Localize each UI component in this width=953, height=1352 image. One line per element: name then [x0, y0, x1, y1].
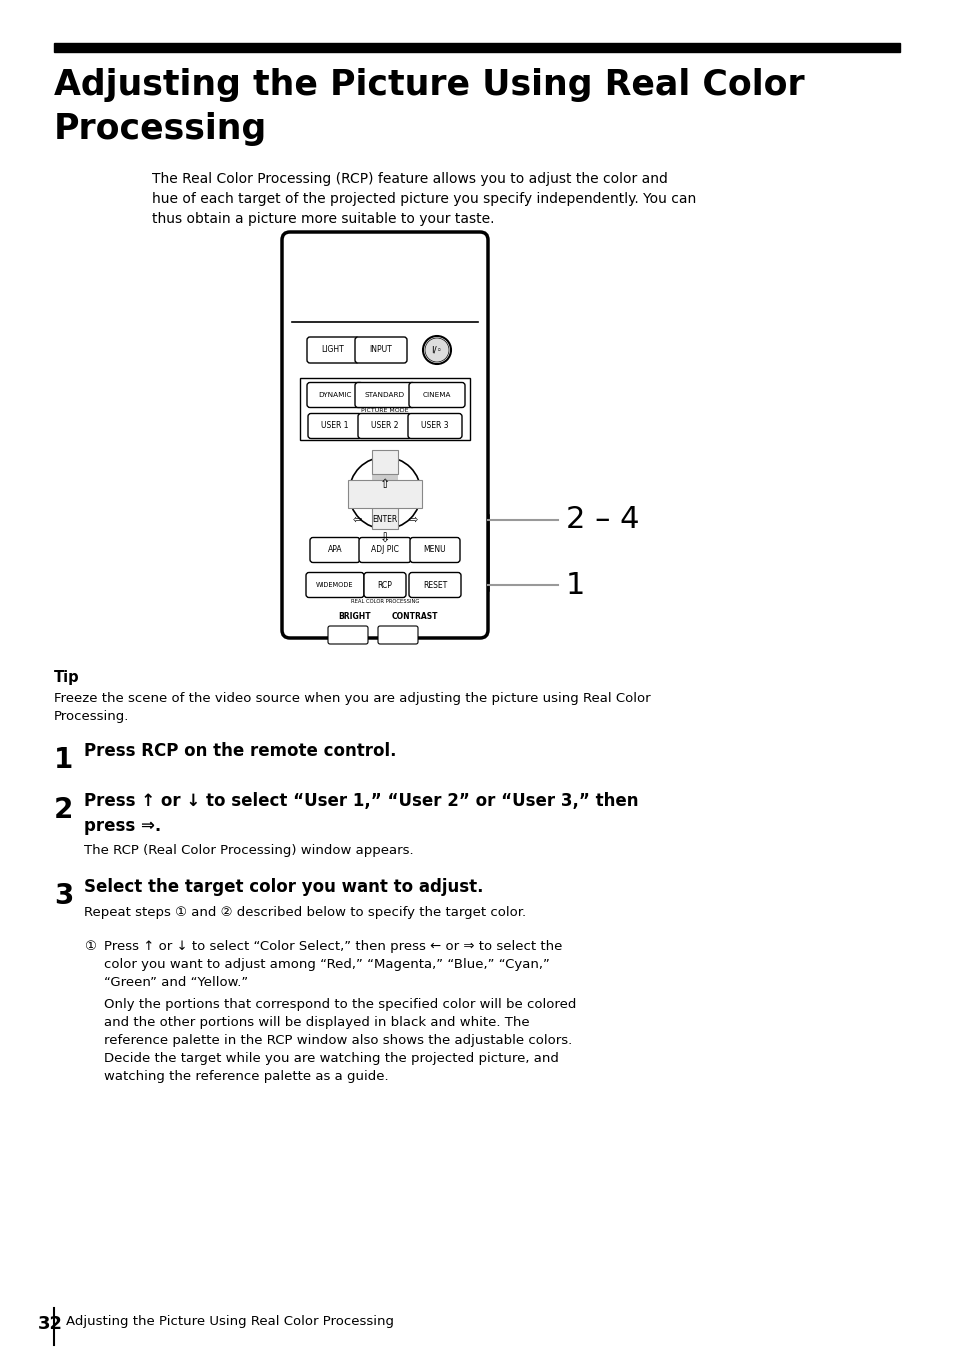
- FancyBboxPatch shape: [355, 383, 415, 407]
- Text: Press ↑ or ↓ to select “User 1,” “User 2” or “User 3,” then
press ⇒.: Press ↑ or ↓ to select “User 1,” “User 2…: [84, 792, 638, 836]
- FancyBboxPatch shape: [408, 414, 461, 438]
- FancyBboxPatch shape: [410, 538, 459, 562]
- Bar: [349, 480, 420, 506]
- Text: CONTRAST: CONTRAST: [392, 612, 437, 621]
- Text: Adjusting the Picture Using Real Color: Adjusting the Picture Using Real Color: [54, 68, 803, 101]
- Text: Only the portions that correspond to the specified color will be colored
and the: Only the portions that correspond to the…: [104, 998, 576, 1083]
- FancyBboxPatch shape: [307, 337, 358, 362]
- Text: USER 1: USER 1: [321, 422, 349, 430]
- Text: ⇧: ⇧: [379, 477, 390, 491]
- Bar: [54, 43, 899, 51]
- Text: INPUT: INPUT: [369, 346, 392, 354]
- Circle shape: [424, 338, 449, 362]
- FancyBboxPatch shape: [348, 480, 421, 508]
- FancyBboxPatch shape: [372, 506, 397, 529]
- Text: ⇨: ⇨: [408, 515, 417, 525]
- Text: MENU: MENU: [423, 545, 446, 554]
- FancyBboxPatch shape: [328, 626, 368, 644]
- FancyBboxPatch shape: [306, 572, 364, 598]
- Circle shape: [349, 457, 420, 529]
- Text: ADJ PIC: ADJ PIC: [371, 545, 398, 554]
- Text: Adjusting the Picture Using Real Color Processing: Adjusting the Picture Using Real Color P…: [66, 1315, 394, 1328]
- FancyBboxPatch shape: [282, 233, 488, 638]
- Text: I/◦: I/◦: [431, 346, 442, 354]
- Text: WIDEMODE: WIDEMODE: [315, 581, 354, 588]
- FancyBboxPatch shape: [409, 383, 464, 407]
- Text: BRIGHT: BRIGHT: [338, 612, 371, 621]
- Text: CINEMA: CINEMA: [422, 392, 451, 397]
- Text: Press RCP on the remote control.: Press RCP on the remote control.: [84, 742, 396, 760]
- Text: Tip: Tip: [54, 671, 79, 685]
- FancyBboxPatch shape: [307, 383, 363, 407]
- Text: Repeat steps ① and ② described below to specify the target color.: Repeat steps ① and ② described below to …: [84, 906, 525, 919]
- Text: ⇦: ⇦: [352, 515, 361, 525]
- FancyBboxPatch shape: [308, 414, 361, 438]
- Text: ①: ①: [84, 940, 95, 953]
- FancyBboxPatch shape: [364, 572, 406, 598]
- Text: STANDARD: STANDARD: [365, 392, 405, 397]
- Text: ENTER: ENTER: [372, 515, 397, 525]
- Text: RCP: RCP: [377, 580, 392, 589]
- FancyBboxPatch shape: [299, 379, 470, 439]
- FancyBboxPatch shape: [377, 626, 417, 644]
- Text: Processing: Processing: [54, 112, 267, 146]
- Text: ⇩: ⇩: [379, 533, 390, 545]
- Text: USER 2: USER 2: [371, 422, 398, 430]
- Text: 32: 32: [38, 1315, 63, 1333]
- Text: 2: 2: [54, 796, 73, 823]
- Text: 1: 1: [565, 571, 585, 599]
- Text: USER 3: USER 3: [420, 422, 448, 430]
- FancyBboxPatch shape: [372, 450, 397, 475]
- Bar: [372, 460, 397, 526]
- Text: Freeze the scene of the video source when you are adjusting the picture using Re: Freeze the scene of the video source whe…: [54, 692, 650, 723]
- Text: 2 – 4: 2 – 4: [565, 506, 639, 534]
- Text: DYNAMIC: DYNAMIC: [318, 392, 352, 397]
- Text: Select the target color you want to adjust.: Select the target color you want to adju…: [84, 877, 483, 896]
- Text: The RCP (Real Color Processing) window appears.: The RCP (Real Color Processing) window a…: [84, 844, 414, 857]
- FancyBboxPatch shape: [357, 414, 412, 438]
- Circle shape: [422, 337, 451, 364]
- FancyBboxPatch shape: [310, 538, 359, 562]
- FancyBboxPatch shape: [355, 337, 407, 362]
- Text: REAL COLOR PROCESSING: REAL COLOR PROCESSING: [351, 599, 418, 604]
- Text: PICTURE MODE: PICTURE MODE: [361, 408, 408, 412]
- Text: 1: 1: [54, 746, 73, 773]
- Text: 3: 3: [54, 882, 73, 910]
- Text: RESET: RESET: [422, 580, 447, 589]
- Text: The Real Color Processing (RCP) feature allows you to adjust the color and
hue o: The Real Color Processing (RCP) feature …: [152, 172, 696, 226]
- Text: APA: APA: [327, 545, 342, 554]
- Text: Press ↑ or ↓ to select “Color Select,” then press ← or ⇒ to select the
color you: Press ↑ or ↓ to select “Color Select,” t…: [104, 940, 561, 990]
- FancyBboxPatch shape: [409, 572, 460, 598]
- Text: LIGHT: LIGHT: [321, 346, 344, 354]
- FancyBboxPatch shape: [358, 538, 411, 562]
